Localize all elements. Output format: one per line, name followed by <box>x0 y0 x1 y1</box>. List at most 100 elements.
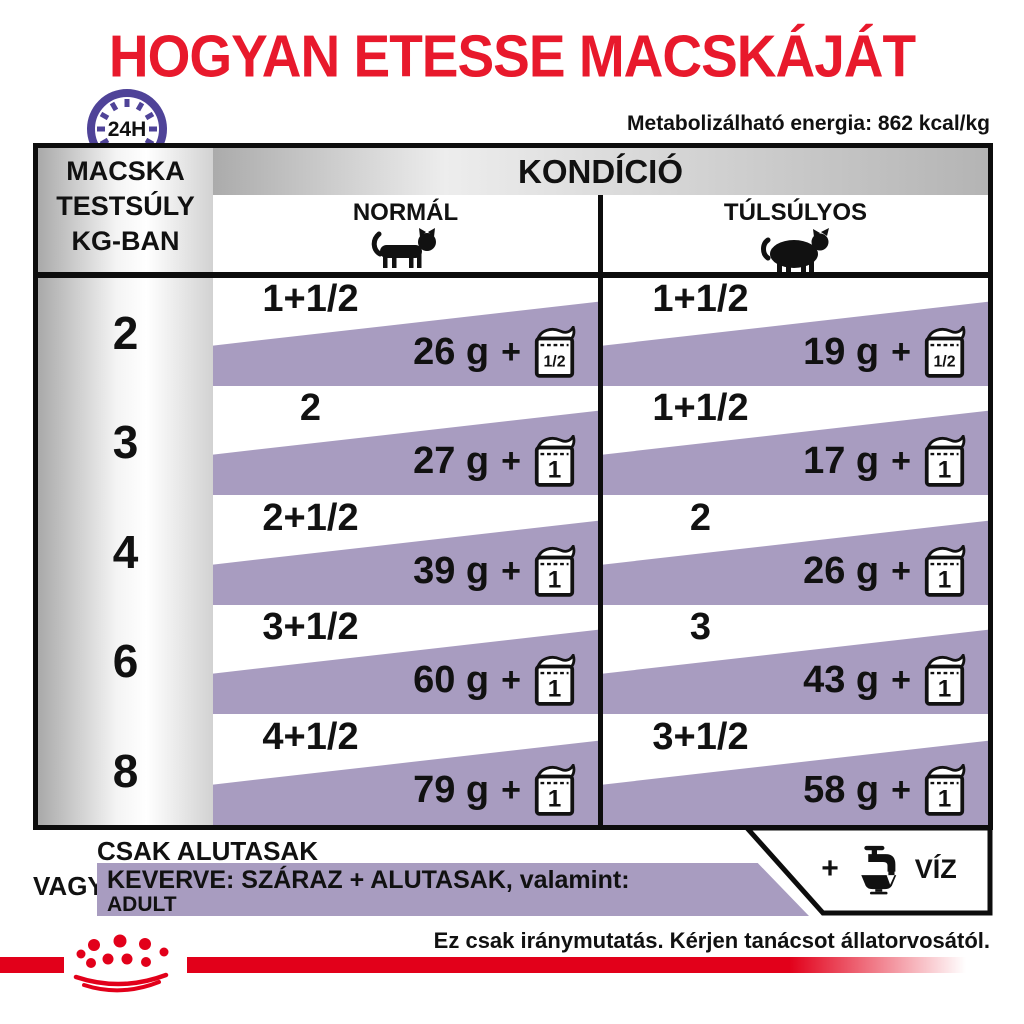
cell-overweight-6kg: 3 43 g + 1 <box>603 606 988 715</box>
cell-overweight-2kg: 1+1/2 19 g + 1/2 <box>603 278 988 387</box>
metabolizable-energy-note: Metabolizálható energia: 862 kcal/kg <box>627 112 990 135</box>
plus-sign: + <box>501 661 521 699</box>
pouch-count: 3 <box>689 606 712 648</box>
weight-value: 2 <box>112 306 139 359</box>
svg-text:1/2: 1/2 <box>543 354 565 371</box>
disclaimer-text: Ez csak iránymutatás. Kérjen tanácsot ál… <box>433 928 990 953</box>
header-separator <box>38 272 988 278</box>
red-band-left <box>0 957 64 973</box>
plus-sign: + <box>501 771 521 809</box>
cell-overweight-4kg: 2 26 g + 1 <box>603 497 988 606</box>
or-label: VAGY <box>33 871 105 901</box>
tap-water-bowl-icon <box>861 845 896 895</box>
pouch-icon: 1 <box>924 654 966 706</box>
weight-column-header: MACSKA TESTSÚLY KG-BAN <box>38 154 213 259</box>
royal-canin-crown-logo <box>73 934 169 993</box>
svg-text:1: 1 <box>548 785 562 812</box>
condition-header: KONDÍCIÓ <box>213 148 988 195</box>
slim-cat-icon <box>213 228 598 277</box>
column-header-normal: NORMÁL <box>352 199 459 226</box>
plus-sign: + <box>821 852 839 885</box>
pouch-icon: 1/2 <box>924 326 966 378</box>
gram-line: 26 g + 1/2 <box>413 326 576 379</box>
weight-header-line: KG-BAN <box>71 226 180 256</box>
pouch-icon: 1 <box>924 545 966 597</box>
plus-sign: + <box>501 442 521 480</box>
only-pouch-label: CSAK ALUTASAK <box>97 836 318 866</box>
svg-text:1: 1 <box>938 456 952 483</box>
weight-value: 8 <box>112 744 139 797</box>
water-label: VÍZ <box>914 853 957 884</box>
cell-normal-8kg: 4+1/2 79 g + 1 <box>213 716 598 825</box>
weight-value: 6 <box>112 634 139 687</box>
pouch-count: 1+1/2 <box>652 387 749 429</box>
plus-sign: + <box>891 552 911 590</box>
svg-text:1/2: 1/2 <box>933 354 955 371</box>
pouch-icon: 1 <box>924 435 966 487</box>
mixed-feeding-line1: KEVERVE: SZÁRAZ + ALUTASAK, valamint: <box>107 866 630 894</box>
svg-text:1: 1 <box>548 566 562 593</box>
plus-sign: + <box>891 661 911 699</box>
mixed-feeding-band: KEVERVE: SZÁRAZ + ALUTASAK, valamint: AD… <box>97 863 809 916</box>
weight-header-line: MACSKA <box>66 156 185 186</box>
pouch-count: 3+1/2 <box>262 606 359 648</box>
svg-text:1: 1 <box>548 675 562 702</box>
gram-line: 17 g + 1 <box>803 435 966 488</box>
pouch-icon: 1/2 <box>534 326 576 378</box>
plus-sign: + <box>501 552 521 590</box>
gram-line: 60 g + 1 <box>413 654 576 707</box>
gram-line: 58 g + 1 <box>803 764 966 817</box>
fat-cat-icon <box>603 228 988 277</box>
gram-line: 27 g + 1 <box>413 435 576 488</box>
gram-value: 26 g <box>413 331 490 373</box>
pouch-count: 3+1/2 <box>652 716 749 758</box>
pouch-icon: 1 <box>534 435 576 487</box>
cell-normal-3kg: 2 27 g + 1 <box>213 387 598 496</box>
weight-header-line: TESTSÚLY <box>56 191 195 221</box>
gram-value: 60 g <box>413 659 490 701</box>
page-title: HOGYAN ETESSE MACSKÁJÁT <box>108 22 916 90</box>
weight-column-background <box>38 148 213 825</box>
svg-text:1: 1 <box>938 675 952 702</box>
gram-line: 19 g + 1/2 <box>803 326 966 379</box>
plus-sign: + <box>891 771 911 809</box>
gram-value: 17 g <box>803 440 880 482</box>
weight-value: 4 <box>112 525 139 578</box>
pouch-icon: 1 <box>534 545 576 597</box>
red-band-right <box>187 957 990 973</box>
pouch-count: 1+1/2 <box>262 278 359 320</box>
pouch-count: 4+1/2 <box>262 716 359 758</box>
plus-sign: + <box>891 442 911 480</box>
water-callout-content: + VÍZ <box>798 838 980 900</box>
pouch-icon: 1 <box>534 764 576 816</box>
plus-sign: + <box>501 333 521 371</box>
gram-line: 26 g + 1 <box>803 545 966 598</box>
weight-value: 3 <box>112 415 139 468</box>
gram-line: 79 g + 1 <box>413 764 576 817</box>
pouch-count: 1+1/2 <box>652 278 749 320</box>
gram-value: 27 g <box>413 440 490 482</box>
gram-value: 58 g <box>803 769 880 811</box>
cell-normal-4kg: 2+1/2 39 g + 1 <box>213 497 598 606</box>
gram-value: 26 g <box>803 550 880 592</box>
svg-text:1: 1 <box>938 785 952 812</box>
svg-text:1: 1 <box>938 566 952 593</box>
pouch-icon: 1 <box>924 764 966 816</box>
gram-value: 79 g <box>413 769 490 811</box>
cell-overweight-3kg: 1+1/2 17 g + 1 <box>603 387 988 496</box>
gram-value: 39 g <box>413 550 490 592</box>
pouch-icon: 1 <box>534 654 576 706</box>
svg-text:1: 1 <box>548 456 562 483</box>
plus-sign: + <box>891 333 911 371</box>
column-divider <box>598 195 603 825</box>
pouch-count: 2 <box>299 387 322 429</box>
feeding-table: MACSKA TESTSÚLY KG-BAN KONDÍCIÓ NORMÁL T… <box>33 143 993 830</box>
gram-line: 43 g + 1 <box>803 654 966 707</box>
column-header-overweight: TÚLSÚLYOS <box>723 199 868 226</box>
cell-overweight-8kg: 3+1/2 58 g + 1 <box>603 716 988 825</box>
svg-text:24H: 24H <box>108 118 147 141</box>
pouch-count: 2 <box>689 497 712 539</box>
gram-value: 43 g <box>803 659 880 701</box>
gram-value: 19 g <box>803 331 880 373</box>
